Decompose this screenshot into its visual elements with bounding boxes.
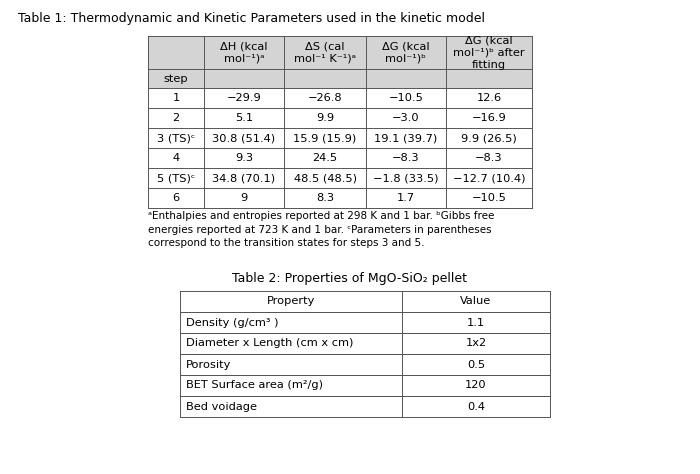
- Text: 19.1 (39.7): 19.1 (39.7): [374, 133, 438, 143]
- Text: −3.0: −3.0: [392, 113, 420, 123]
- Text: −10.5: −10.5: [472, 193, 506, 203]
- Text: step: step: [164, 73, 188, 83]
- Text: Property: Property: [267, 297, 315, 307]
- Text: −12.7 (10.4): −12.7 (10.4): [453, 173, 525, 183]
- Text: ΔG (kcal
mol⁻¹)ᵇ: ΔG (kcal mol⁻¹)ᵇ: [382, 42, 430, 64]
- Text: 3 (TS)ᶜ: 3 (TS)ᶜ: [157, 133, 195, 143]
- Text: BET Surface area (m²/g): BET Surface area (m²/g): [186, 381, 323, 391]
- Text: 30.8 (51.4): 30.8 (51.4): [212, 133, 276, 143]
- Text: ΔG (kcal
mol⁻¹)ᵇ after
fitting: ΔG (kcal mol⁻¹)ᵇ after fitting: [453, 36, 525, 70]
- Text: 24.5: 24.5: [312, 153, 337, 163]
- Text: 1x2: 1x2: [466, 338, 486, 348]
- Text: 120: 120: [466, 381, 486, 391]
- Text: 8.3: 8.3: [316, 193, 334, 203]
- Text: −8.3: −8.3: [392, 153, 420, 163]
- Text: 5.1: 5.1: [235, 113, 253, 123]
- Text: 1.1: 1.1: [467, 318, 485, 328]
- Text: Bed voidage: Bed voidage: [186, 401, 257, 411]
- Text: Table 2: Properties of MgO-SiO₂ pellet: Table 2: Properties of MgO-SiO₂ pellet: [232, 272, 468, 285]
- Text: 0.5: 0.5: [467, 359, 485, 370]
- Text: 9: 9: [240, 193, 248, 203]
- Text: −8.3: −8.3: [475, 153, 503, 163]
- Text: 15.9 (15.9): 15.9 (15.9): [293, 133, 356, 143]
- Text: 48.5 (48.5): 48.5 (48.5): [293, 173, 356, 183]
- Text: Table 1: Thermodynamic and Kinetic Parameters used in the kinetic model: Table 1: Thermodynamic and Kinetic Param…: [18, 12, 485, 25]
- Text: 9.9: 9.9: [316, 113, 334, 123]
- Text: 6: 6: [172, 193, 180, 203]
- Text: Density (g/cm³ ): Density (g/cm³ ): [186, 318, 279, 328]
- Text: 5 (TS)ᶜ: 5 (TS)ᶜ: [157, 173, 195, 183]
- Text: 12.6: 12.6: [477, 93, 502, 103]
- Text: 34.8 (70.1): 34.8 (70.1): [212, 173, 276, 183]
- Text: 2: 2: [172, 113, 180, 123]
- Text: −26.8: −26.8: [308, 93, 342, 103]
- Text: −16.9: −16.9: [472, 113, 506, 123]
- Text: 4: 4: [172, 153, 180, 163]
- Text: Value: Value: [461, 297, 491, 307]
- Text: −29.9: −29.9: [227, 93, 261, 103]
- Text: −1.8 (33.5): −1.8 (33.5): [373, 173, 439, 183]
- Text: ᵃEnthalpies and entropies reported at 298 K and 1 bar. ᵇGibbs free
energies repo: ᵃEnthalpies and entropies reported at 29…: [148, 211, 494, 248]
- Bar: [148, 36, 532, 88]
- Text: 1.7: 1.7: [397, 193, 415, 203]
- Text: −10.5: −10.5: [389, 93, 424, 103]
- Text: 1: 1: [172, 93, 180, 103]
- Text: Diameter x Length (cm x cm): Diameter x Length (cm x cm): [186, 338, 354, 348]
- Text: Porosity: Porosity: [186, 359, 232, 370]
- Text: 9.9 (26.5): 9.9 (26.5): [461, 133, 517, 143]
- Text: 0.4: 0.4: [467, 401, 485, 411]
- Text: 9.3: 9.3: [235, 153, 253, 163]
- Text: ΔS (cal
mol⁻¹ K⁻¹)ᵃ: ΔS (cal mol⁻¹ K⁻¹)ᵃ: [294, 42, 356, 64]
- Text: ΔH (kcal
mol⁻¹)ᵃ: ΔH (kcal mol⁻¹)ᵃ: [220, 42, 267, 64]
